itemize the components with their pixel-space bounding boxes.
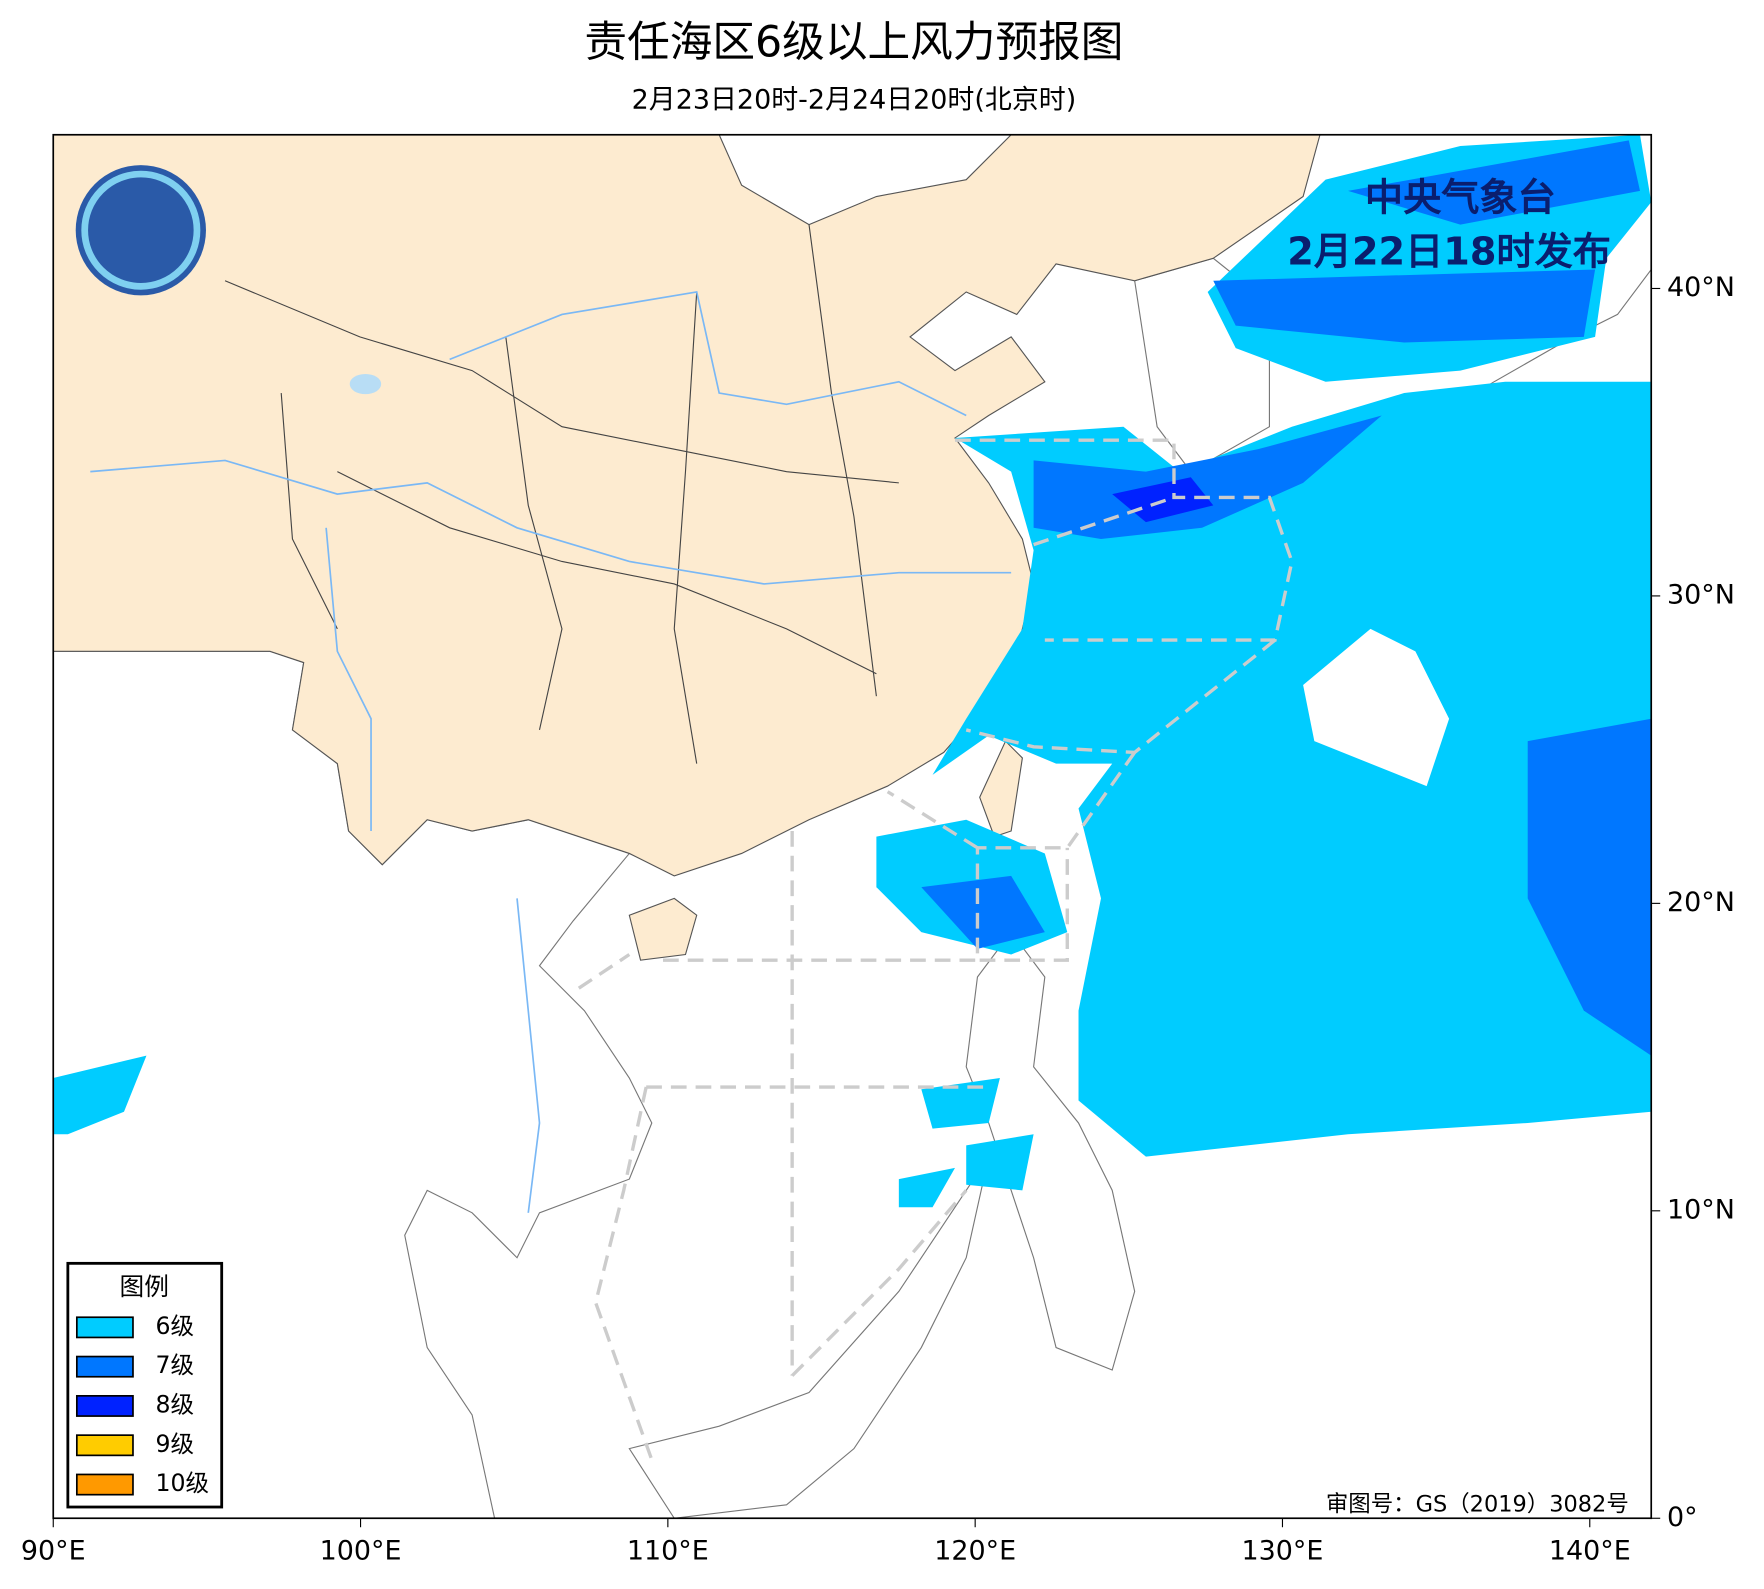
gap: [1303, 628, 1450, 787]
y-tick-label: 10°N: [1667, 1194, 1735, 1225]
legend-swatch: [75, 1355, 134, 1378]
wind-area: [932, 381, 1652, 1157]
frame: [52, 133, 1653, 1520]
legend-label: 7级: [155, 1351, 194, 1379]
legend-label: 9级: [155, 1430, 194, 1458]
legend-label: 10级: [155, 1469, 209, 1497]
legend: 图例 6级 7级 8级 9级 10级: [66, 1261, 224, 1509]
x-tick-label: 130°E: [1242, 1535, 1324, 1566]
issuer: 中央气象台: [1365, 176, 1556, 220]
wind-area: [1213, 140, 1641, 343]
legend-title: 图例: [120, 1272, 169, 1301]
y-tick-label: 20°N: [1667, 887, 1735, 918]
taiwan: [979, 740, 1023, 838]
legend-label: 8级: [155, 1390, 194, 1418]
x-tick-label: 110°E: [627, 1535, 709, 1566]
wind-area: [1527, 718, 1652, 1056]
china: [53, 134, 1321, 877]
lake: [349, 373, 382, 395]
province-border: [224, 224, 899, 764]
legend-swatch: [75, 1473, 134, 1496]
x-tick-label: 120°E: [934, 1535, 1016, 1566]
x-tick-label: 140°E: [1549, 1535, 1631, 1566]
hainan: [628, 897, 698, 961]
legend-swatch: [75, 1434, 134, 1457]
title: 责任海区6级以上风力预报图: [584, 17, 1123, 67]
y-tick-label: 40°N: [1667, 272, 1735, 303]
legend-box: [66, 1261, 224, 1509]
land: [628, 1156, 990, 1519]
subtitle: 2月23日20时-2月24日20时(北京时): [632, 85, 1077, 116]
wind-area: [1033, 415, 1382, 540]
land: [965, 931, 1136, 1371]
wind-area: [53, 1055, 1034, 1208]
legend-swatch: [75, 1395, 134, 1417]
x-tick-label: 90°E: [21, 1535, 86, 1566]
sea-zone: [577, 438, 1294, 1461]
logo: [75, 165, 206, 296]
logo-ring: [81, 170, 201, 290]
map-area: 中央气象台 2月22日18时发布 审图号：GS（2019）3082号: [52, 133, 1653, 1520]
approval-number: 审图号：GS（2019）3082号: [1326, 1491, 1629, 1517]
y-tick-label: 0°: [1667, 1502, 1698, 1533]
issue-time: 2月22日18时发布: [1287, 230, 1611, 274]
y-tick-label: 30°N: [1667, 579, 1735, 610]
legend-label: 6级: [155, 1312, 194, 1340]
x-tick-label: 100°E: [320, 1535, 402, 1566]
river: [90, 291, 1012, 1213]
wind-area: [921, 875, 1045, 949]
legend-swatch: [75, 1316, 134, 1339]
